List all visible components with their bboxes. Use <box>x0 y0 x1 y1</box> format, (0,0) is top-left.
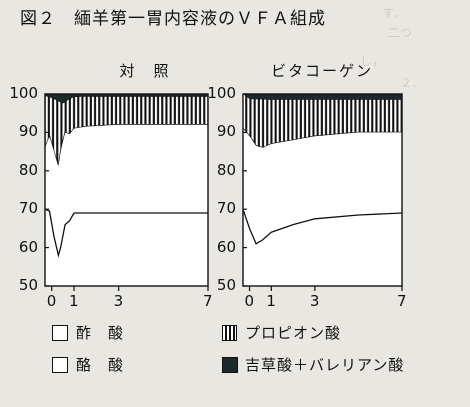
y-tick-label: 60 <box>18 237 38 256</box>
y-tick-label: 60 <box>216 237 236 256</box>
y-tick-label: 100 <box>9 84 38 102</box>
y-tick-label: 80 <box>18 160 38 179</box>
panel-title-vitacogen: ビタコーゲン <box>270 62 373 80</box>
legend-label-valeric: 吉草酸＋バレリアン酸 <box>245 356 405 374</box>
panel-vitacogen <box>242 93 403 291</box>
y-tick-label: 100 <box>207 84 236 102</box>
legend-label-butyric: 酪 酸 <box>76 356 125 374</box>
figure-title: 図２ 緬羊第一胃内容液のＶＦＡ組成 <box>20 9 326 29</box>
valeric-area <box>243 94 402 100</box>
panel-title-control: 対 照 <box>119 62 171 80</box>
y-tick-label: 70 <box>18 199 38 218</box>
legend-swatch-propionic <box>222 325 237 341</box>
legend-swatch-butyric <box>52 357 68 373</box>
y-tick-label: 50 <box>18 276 38 294</box>
legend-swatch-valeric <box>222 357 238 373</box>
panel-control <box>44 93 209 291</box>
x-tick-label: 3 <box>113 292 124 310</box>
propionic-area <box>45 95 208 167</box>
x-tick-label: 7 <box>203 292 213 310</box>
legend-swatch-acetic <box>52 325 68 341</box>
legend-label-propionic: プロピオン酸 <box>245 324 342 342</box>
plot-frame <box>44 93 209 287</box>
x-tick-label: 7 <box>397 292 407 310</box>
butyric-area-boundary <box>44 208 208 258</box>
y-tick-label: 70 <box>216 199 236 218</box>
x-tick-label: 1 <box>69 292 79 310</box>
y-tick-label: 80 <box>216 160 236 179</box>
y-tick-label: 50 <box>216 276 236 294</box>
y-tick-label: 90 <box>18 122 38 141</box>
y-tick-label: 90 <box>216 122 236 141</box>
x-tick-label: 0 <box>46 292 57 310</box>
x-tick-label: 0 <box>244 292 255 310</box>
legend-label-acetic: 酢 酸 <box>76 324 125 342</box>
propionic-area <box>243 94 402 148</box>
butyric-area-boundary <box>242 208 403 245</box>
butyric-area <box>45 124 208 255</box>
plot-frame <box>242 93 403 287</box>
x-tick-label: 1 <box>266 292 276 310</box>
x-tick-label: 3 <box>309 292 320 310</box>
